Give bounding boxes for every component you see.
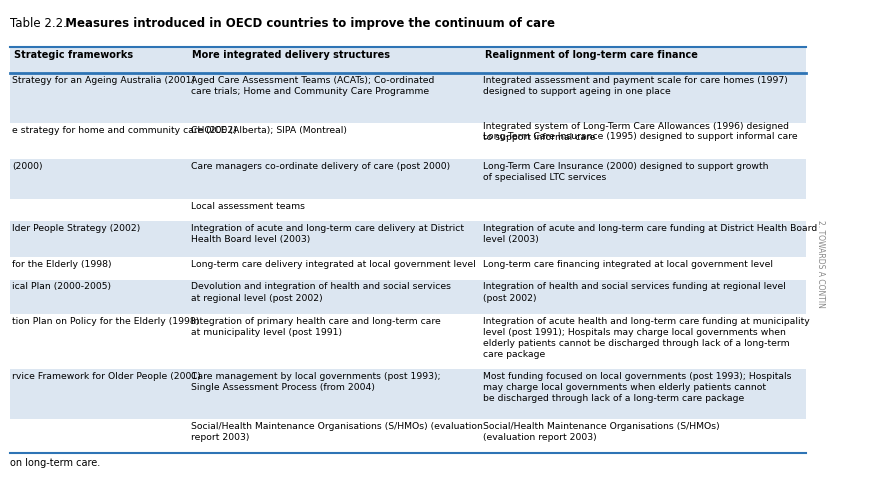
Bar — [10, 257, 806, 280]
Text: Strategic frameworks: Strategic frameworks — [14, 49, 133, 60]
Text: More integrated delivery structures: More integrated delivery structures — [192, 49, 391, 60]
Text: Long-term care financing integrated at local government level: Long-term care financing integrated at l… — [483, 260, 773, 269]
Text: Care management by local governments (post 1993);
Single Assessment Process (fro: Care management by local governments (po… — [191, 372, 440, 392]
Text: Long-Term Care Insurance (1995) designed to support informal care: Long-Term Care Insurance (1995) designed… — [483, 132, 798, 141]
Text: Table 2.2.: Table 2.2. — [10, 17, 66, 30]
Text: Integration of acute health and long-term care funding at municipality
level (po: Integration of acute health and long-ter… — [483, 317, 810, 359]
Text: Integration of health and social services funding at regional level
(post 2002): Integration of health and social service… — [483, 282, 787, 302]
Bar — [10, 419, 806, 453]
Text: Integrated system of Long-Term Care Allowances (1996) designed
to support inform: Integrated system of Long-Term Care Allo… — [483, 121, 789, 142]
Text: 2. TOWARDS A CONTIN: 2. TOWARDS A CONTIN — [815, 220, 825, 308]
Text: tion Plan on Policy for the Elderly (1998): tion Plan on Policy for the Elderly (199… — [12, 317, 199, 326]
Text: on long-term care.: on long-term care. — [10, 458, 100, 468]
Text: Long-Term Care Insurance (2000) designed to support growth
of specialised LTC se: Long-Term Care Insurance (2000) designed… — [483, 162, 769, 182]
Text: Devolution and integration of health and social services
at regional level (post: Devolution and integration of health and… — [191, 282, 451, 302]
Text: Long-term care delivery integrated at local government level: Long-term care delivery integrated at lo… — [191, 260, 475, 269]
Text: Social/Health Maintenance Organisations (S/HMOs) (evaluation
report 2003): Social/Health Maintenance Organisations … — [191, 422, 482, 442]
Text: Care managers co-ordinate delivery of care (post 2000): Care managers co-ordinate delivery of ca… — [191, 162, 450, 171]
Text: Integration of acute and long-term care funding at District Health Board
level (: Integration of acute and long-term care … — [483, 224, 817, 244]
Bar — [10, 159, 806, 199]
Bar — [10, 73, 806, 123]
Text: Strategy for an Ageing Australia (2001): Strategy for an Ageing Australia (2001) — [12, 76, 195, 85]
Text: e strategy for home and community care (2002): e strategy for home and community care (… — [12, 126, 237, 135]
Text: lder People Strategy (2002): lder People Strategy (2002) — [12, 224, 140, 233]
Text: ical Plan (2000-2005): ical Plan (2000-2005) — [12, 282, 111, 291]
Text: Realignment of long-term care finance: Realignment of long-term care finance — [485, 49, 697, 60]
Bar — [10, 199, 806, 221]
Text: Integrated assessment and payment scale for care homes (1997)
designed to suppor: Integrated assessment and payment scale … — [483, 76, 788, 96]
Text: for the Elderly (1998): for the Elderly (1998) — [12, 260, 112, 269]
Text: Local assessment teams: Local assessment teams — [191, 202, 305, 211]
Text: Integration of acute and long-term care delivery at District
Health Board level : Integration of acute and long-term care … — [191, 224, 464, 244]
Bar — [10, 369, 806, 419]
Text: Measures introduced in OECD countries to improve the continuum of care: Measures introduced in OECD countries to… — [57, 17, 555, 30]
Bar — [10, 47, 806, 73]
Bar — [10, 221, 806, 257]
Text: rvice Framework for Older People (2001): rvice Framework for Older People (2001) — [12, 372, 201, 381]
Bar — [10, 314, 806, 369]
Bar — [10, 280, 806, 314]
Text: CHOICE (Alberta); SIPA (Montreal): CHOICE (Alberta); SIPA (Montreal) — [191, 126, 347, 135]
Text: Integration of primary health care and long-term care
at municipality level (pos: Integration of primary health care and l… — [191, 317, 440, 337]
Text: Social/Health Maintenance Organisations (S/HMOs)
(evaluation report 2003): Social/Health Maintenance Organisations … — [483, 422, 720, 442]
Text: Most funding focused on local governments (post 1993); Hospitals
may charge loca: Most funding focused on local government… — [483, 372, 792, 403]
Text: Aged Care Assessment Teams (ACATs); Co-ordinated
care trials; Home and Community: Aged Care Assessment Teams (ACATs); Co-o… — [191, 76, 434, 96]
Bar — [10, 123, 806, 159]
Text: (2000): (2000) — [12, 162, 43, 171]
